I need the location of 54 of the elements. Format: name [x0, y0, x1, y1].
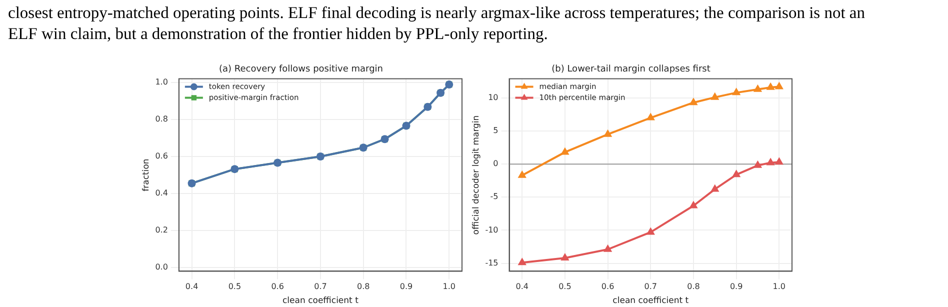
x-axis-title: clean coefficient t	[282, 296, 360, 306]
x-tick-label: 0.5	[558, 282, 572, 292]
point	[754, 161, 762, 168]
x-tick-label: 0.4	[185, 282, 198, 292]
y-tick-label: 1.0	[155, 78, 168, 87]
x-tick-label: 0.9	[400, 282, 413, 292]
x-axis-title: clean coefficient t	[612, 296, 690, 306]
point	[518, 171, 526, 178]
x-tick-label: 1.0	[772, 282, 786, 292]
chart-title: (a) Recovery follows positive margin	[219, 64, 383, 75]
y-axis-title: official decoder logit margin	[471, 115, 482, 235]
point	[766, 83, 774, 90]
x-tick-label: 0.8	[356, 282, 370, 292]
y-tick-label: -10	[485, 225, 498, 234]
x-tick-label: 0.9	[730, 282, 743, 292]
point	[711, 93, 718, 100]
text: closest entropy-matched operating points. ELF final decoding is nearly argmax-like across temperatures; the comparison is not an	[8, 2, 865, 23]
point	[647, 228, 654, 235]
y-tick-label: 5	[493, 126, 498, 136]
y-tick-label: 0.0	[155, 262, 168, 272]
point	[647, 114, 654, 120]
point	[711, 185, 718, 192]
point	[518, 258, 526, 266]
y-tick-label: 0	[493, 159, 498, 168]
x-tick-label: 0.8	[687, 282, 700, 292]
y-tick-label: 0.4	[155, 188, 168, 198]
point	[776, 158, 783, 165]
x-tick-label: 0.4	[516, 282, 528, 292]
point	[754, 85, 762, 92]
x-tick-label: 1.0	[442, 282, 456, 292]
chart-title: (b) Lower-tail margin collapses first	[552, 64, 711, 75]
x-tick-label: 0.7	[644, 282, 657, 292]
point	[604, 130, 612, 137]
y-tick-label: -5	[490, 192, 498, 202]
x-tick-label: 0.5	[228, 282, 242, 292]
point	[561, 254, 569, 260]
x-tick-label: 0.6	[271, 282, 284, 292]
x-tick-label: 0.6	[601, 282, 614, 292]
point	[732, 170, 740, 178]
x-tick-label: 0.7	[314, 282, 327, 292]
y-tick-label: 0.6	[155, 152, 168, 161]
point	[690, 202, 698, 208]
y-tick-label: 0.8	[155, 114, 168, 124]
y-tick-label: 0.2	[155, 226, 168, 235]
point	[776, 82, 783, 90]
text: ELF win claim, but a demonstration of the frontier hidden by PPL-only reporting.	[8, 23, 549, 44]
point	[766, 158, 774, 166]
y-axis-title: fraction	[141, 158, 152, 192]
y-tick-label: -15	[485, 258, 498, 268]
point	[561, 148, 569, 155]
y-tick-label: 10	[488, 93, 498, 102]
point	[690, 98, 698, 106]
point	[604, 245, 612, 252]
point	[732, 88, 740, 96]
